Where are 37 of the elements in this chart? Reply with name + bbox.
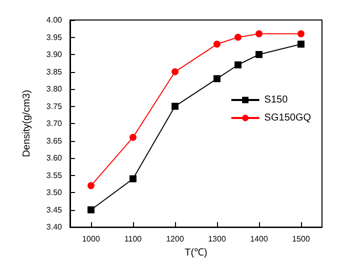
- point: [256, 30, 262, 38]
- point: [256, 51, 262, 58]
- point: [234, 34, 242, 41]
- point: [130, 175, 136, 182]
- x-tick-label: 1200: [166, 234, 184, 244]
- point: [130, 134, 136, 141]
- x-tick-label: 1500: [292, 234, 310, 244]
- x-tick-label: 1100: [124, 234, 142, 244]
- legend-label: SG150GQ: [264, 112, 312, 124]
- point: [172, 68, 178, 76]
- point: [298, 30, 304, 38]
- y-tick-label: 3.90: [46, 50, 63, 60]
- point: [88, 182, 94, 190]
- y-tick-label: 3.65: [46, 136, 63, 146]
- y-tick-label: 3.80: [46, 84, 63, 94]
- y-tick-label: 4.00: [46, 16, 63, 24]
- legend-label: S150: [264, 94, 288, 106]
- point: [214, 75, 220, 82]
- point: [172, 102, 178, 110]
- y-tick-label: 3.70: [46, 119, 63, 128]
- y-tick-label: 3.85: [46, 67, 63, 76]
- x-axis-title: T(℃): [184, 248, 208, 258]
- point: [234, 61, 242, 68]
- point: [298, 40, 304, 48]
- x-tick-label: 1000: [82, 234, 100, 244]
- y-axis-title: Density(g/cm3): [22, 90, 32, 158]
- y-tick-label: 3.60: [46, 154, 63, 163]
- y-tick-label: 3.50: [46, 188, 63, 198]
- y-tick-label: 3.45: [46, 205, 63, 214]
- point: [88, 206, 94, 214]
- x-tick-label: 1400: [250, 234, 268, 244]
- y-tick-label: 3.95: [46, 32, 63, 42]
- x-tick-label: 1300: [208, 234, 226, 244]
- y-tick-label: 3.40: [46, 222, 63, 232]
- y-tick-label: 3.75: [46, 102, 63, 111]
- point: [214, 40, 220, 48]
- y-tick-label: 3.55: [46, 170, 63, 180]
